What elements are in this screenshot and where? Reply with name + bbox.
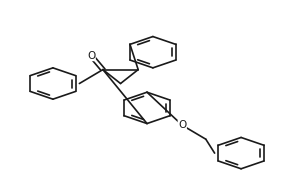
- Text: O: O: [87, 51, 95, 61]
- Text: O: O: [178, 120, 186, 130]
